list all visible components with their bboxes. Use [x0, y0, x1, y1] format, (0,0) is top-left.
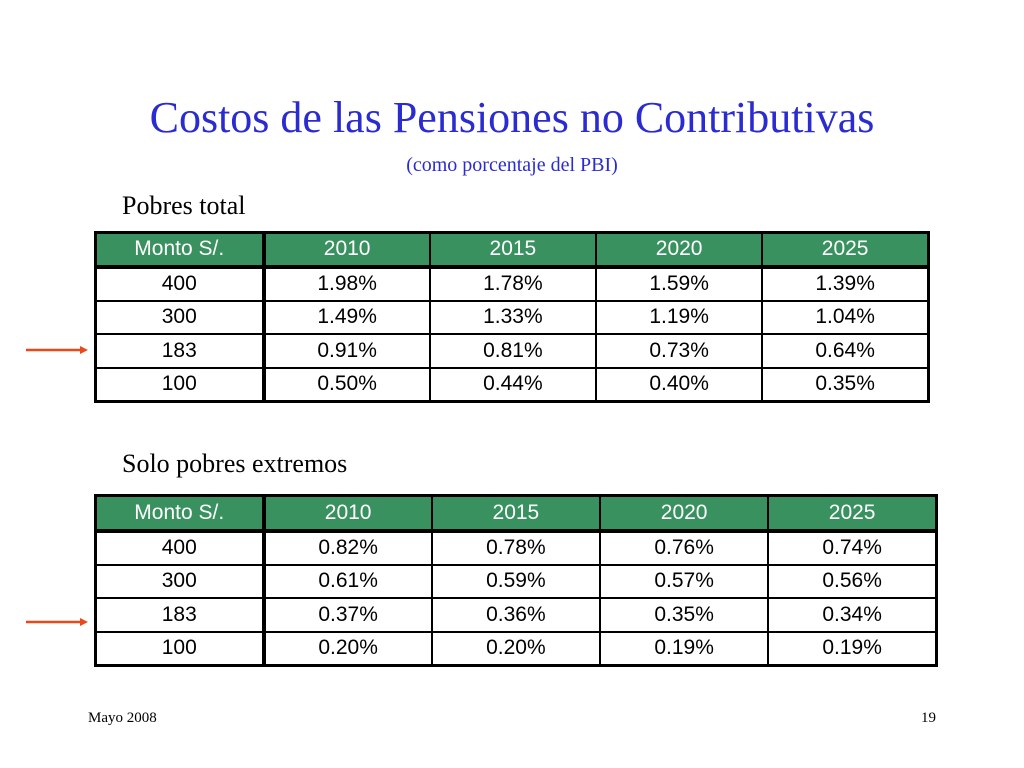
- table-cell: 300: [94, 299, 266, 335]
- table-cell: 0.20%: [430, 630, 602, 667]
- table-cell: 1.59%: [594, 265, 764, 302]
- table-row: 400 0.82% 0.78% 0.76% 0.74%: [94, 529, 938, 566]
- table-cell: 1.19%: [594, 299, 764, 335]
- column-header: 2025: [761, 231, 930, 269]
- table-row: 183 0.37% 0.36% 0.35% 0.34%: [94, 596, 938, 633]
- column-header: 2010: [262, 231, 431, 269]
- table-row: 400 1.98% 1.78% 1.59% 1.39%: [94, 265, 930, 302]
- footer-date: Mayo 2008: [88, 710, 157, 726]
- table-cell: 183: [94, 596, 266, 633]
- table-cell: 0.91%: [262, 332, 431, 369]
- table-header-row: Monto S/. 2010 2015 2020 2025: [94, 231, 930, 269]
- table-cell: 100: [94, 630, 266, 667]
- table-cell: 0.37%: [262, 596, 433, 633]
- slide-subtitle: (como porcentaje del PBI): [406, 154, 618, 176]
- table-cell: 0.81%: [428, 332, 598, 369]
- table-cell: 0.40%: [594, 366, 764, 403]
- table-cell: 1.33%: [428, 299, 598, 335]
- table-cell: 1.98%: [262, 265, 431, 302]
- table-cell: 0.59%: [430, 563, 602, 599]
- table-cell: 0.82%: [262, 529, 433, 566]
- table-cell: 1.78%: [428, 265, 598, 302]
- table-header-row: Monto S/. 2010 2015 2020 2025: [94, 494, 938, 533]
- table-cell: 0.50%: [262, 366, 431, 403]
- table-cell: 0.19%: [598, 630, 770, 667]
- column-header: 2020: [598, 494, 770, 533]
- table-pobres-total: Monto S/. 2010 2015 2020 2025 400 1.98% …: [94, 231, 930, 403]
- table-cell: 100: [94, 366, 266, 403]
- table-cell: 1.04%: [761, 299, 930, 335]
- table-cell: 400: [94, 529, 266, 566]
- table-cell: 0.35%: [598, 596, 770, 633]
- table-cell: 0.61%: [262, 563, 433, 599]
- table-pobres-extremos: Monto S/. 2010 2015 2020 2025 400 0.82% …: [94, 494, 938, 667]
- section-label-pobres-extremos: Solo pobres extremos: [122, 449, 348, 478]
- table-cell: 0.20%: [262, 630, 433, 667]
- column-header: Monto S/.: [94, 494, 266, 533]
- table-cell: 1.39%: [761, 265, 930, 302]
- column-header: 2015: [430, 494, 602, 533]
- table-cell: 0.73%: [594, 332, 764, 369]
- table-cell: 0.36%: [430, 596, 602, 633]
- table-cell: 300: [94, 563, 266, 599]
- table-row: 300 0.61% 0.59% 0.57% 0.56%: [94, 563, 938, 599]
- arrow-right-icon: [26, 346, 88, 354]
- column-header: 2010: [262, 494, 433, 533]
- table-cell: 0.76%: [598, 529, 770, 566]
- table-cell: 0.78%: [430, 529, 602, 566]
- table-cell: 0.64%: [761, 332, 930, 369]
- table-cell: 0.56%: [767, 563, 938, 599]
- section-label-pobres-total: Pobres total: [122, 191, 246, 220]
- table-cell: 0.34%: [767, 596, 938, 633]
- table-row: 300 1.49% 1.33% 1.19% 1.04%: [94, 299, 930, 335]
- table-cell: 0.74%: [767, 529, 938, 566]
- column-header: 2020: [594, 231, 764, 269]
- table-cell: 400: [94, 265, 266, 302]
- table-row: 183 0.91% 0.81% 0.73% 0.64%: [94, 332, 930, 369]
- slide-title: Costos de las Pensiones no Contributivas: [149, 93, 875, 142]
- table-row: 100 0.50% 0.44% 0.40% 0.35%: [94, 366, 930, 403]
- table-cell: 1.49%: [262, 299, 431, 335]
- table-cell: 0.57%: [598, 563, 770, 599]
- table-cell: 0.35%: [761, 366, 930, 403]
- table-cell: 183: [94, 332, 266, 369]
- column-header: 2015: [428, 231, 598, 269]
- column-header: Monto S/.: [94, 231, 266, 269]
- table-cell: 0.44%: [428, 366, 598, 403]
- slide-number: 19: [921, 710, 936, 726]
- table-cell: 0.19%: [767, 630, 938, 667]
- column-header: 2025: [767, 494, 938, 533]
- table-row: 100 0.20% 0.20% 0.19% 0.19%: [94, 630, 938, 667]
- arrow-right-icon: [26, 618, 88, 626]
